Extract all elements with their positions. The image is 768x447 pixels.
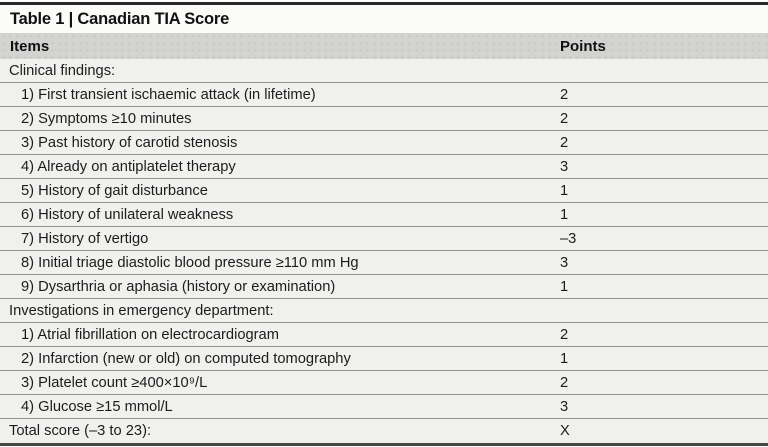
points-cell: 1 (560, 182, 569, 199)
item-label-cell: 5) History of gait disturbance (21, 182, 208, 199)
table-row: Clinical findings: (0, 59, 768, 83)
table-title: Table 1 | Canadian TIA Score (0, 5, 768, 33)
table-row: 2) Symptoms ≥10 minutes 2 (0, 107, 768, 131)
table-row: 4) Already on antiplatelet therapy 3 (0, 155, 768, 179)
points-cell: 3 (560, 254, 569, 271)
points-cell: X (560, 423, 570, 439)
table-row: 8) Initial triage diastolic blood pressu… (0, 251, 768, 275)
points-cell: 2 (560, 86, 569, 103)
item-label-cell: 4) Glucose ≥15 mmol/L (21, 398, 173, 415)
item-label-cell: 1) First transient ischaemic attack (in … (21, 86, 316, 103)
table-title-text: Table 1 | Canadian TIA Score (10, 9, 230, 28)
table-row: 9) Dysarthria or aphasia (history or exa… (0, 275, 768, 299)
table-header-row: Items Points (0, 33, 768, 59)
table-row: Total score (–3 to 23): X (0, 419, 768, 443)
points-cell: 3 (560, 398, 569, 415)
table-body: Clinical findings: 1) First transient is… (0, 59, 768, 443)
item-label-cell: Clinical findings: (9, 62, 116, 79)
points-cell: 2 (560, 110, 569, 127)
column-header-points: Points (560, 37, 606, 55)
item-label-cell: 3) Platelet count ≥400×10⁹/L (21, 374, 208, 391)
points-cell: 2 (560, 326, 569, 343)
item-label-cell: 4) Already on antiplatelet therapy (21, 158, 236, 175)
item-label-cell: 2) Symptoms ≥10 minutes (21, 110, 192, 127)
column-header-items: Items (10, 37, 50, 55)
item-label-cell: 7) History of vertigo (21, 230, 149, 247)
item-label-cell: 2) Infarction (new or old) on computed t… (21, 350, 351, 367)
points-cell: 2 (560, 374, 569, 391)
item-label-cell: Total score (–3 to 23): (9, 423, 152, 439)
table-row: 5) History of gait disturbance 1 (0, 179, 768, 203)
table-row: 1) First transient ischaemic attack (in … (0, 83, 768, 107)
item-label-cell: 6) History of unilateral weakness (21, 206, 234, 223)
table-row: Investigations in emergency department: (0, 299, 768, 323)
item-label-cell: 1) Atrial fibrillation on electrocardiog… (21, 326, 279, 343)
table-row: 2) Infarction (new or old) on computed t… (0, 347, 768, 371)
points-cell: –3 (560, 230, 577, 247)
item-label-cell: 8) Initial triage diastolic blood pressu… (21, 254, 359, 271)
item-label-cell: 3) Past history of carotid stenosis (21, 134, 238, 151)
table-row: 4) Glucose ≥15 mmol/L 3 (0, 395, 768, 419)
item-label-cell: Investigations in emergency department: (9, 302, 274, 319)
table-row: 3) Platelet count ≥400×10⁹/L 2 (0, 371, 768, 395)
points-cell: 2 (560, 134, 569, 151)
table-row: 1) Atrial fibrillation on electrocardiog… (0, 323, 768, 347)
points-cell: 1 (560, 350, 569, 367)
points-cell: 1 (560, 206, 569, 223)
table-row: 3) Past history of carotid stenosis 2 (0, 131, 768, 155)
item-label-cell: 9) Dysarthria or aphasia (history or exa… (21, 278, 336, 295)
points-cell: 3 (560, 158, 569, 175)
table-row: 6) History of unilateral weakness 1 (0, 203, 768, 227)
points-cell: 1 (560, 278, 569, 295)
table-row: 7) History of vertigo –3 (0, 227, 768, 251)
